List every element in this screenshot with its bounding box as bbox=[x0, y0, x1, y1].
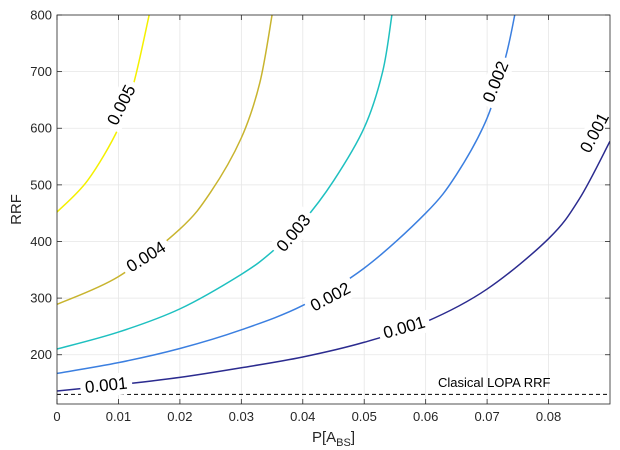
contour-label-background bbox=[268, 206, 319, 260]
reference-line-annotation: Clasical LOPA RRF bbox=[438, 375, 551, 390]
x-tick-label: 0.04 bbox=[290, 409, 315, 424]
contour-label: 0.001 bbox=[84, 374, 128, 397]
contour-label: 0.005 bbox=[103, 82, 139, 129]
x-tick-label: 0.03 bbox=[229, 409, 254, 424]
y-tick-label: 600 bbox=[30, 121, 52, 136]
contour-line-0.001 bbox=[57, 140, 610, 392]
contour-label-background bbox=[475, 53, 516, 111]
x-axis-title-close: ] bbox=[351, 429, 355, 446]
contour-line-0.002 bbox=[57, 15, 516, 375]
x-tick-label: 0.06 bbox=[413, 409, 438, 424]
contour-label-background bbox=[572, 104, 617, 161]
x-tick-label: 0.02 bbox=[167, 409, 192, 424]
x-axis-title-main: P[A bbox=[312, 429, 336, 446]
contour-label-background bbox=[302, 275, 359, 319]
contour-label: 0.002 bbox=[307, 279, 353, 316]
y-tick-label: 300 bbox=[30, 291, 52, 306]
x-tick-label: 0 bbox=[53, 409, 60, 424]
y-tick-label: 800 bbox=[30, 8, 52, 23]
x-tick-label: 0.01 bbox=[106, 409, 131, 424]
y-tick-label: 400 bbox=[30, 234, 52, 249]
contour-label-group: 0.003 bbox=[268, 206, 319, 260]
contour-label-background bbox=[99, 76, 144, 134]
contour-line-0.004 bbox=[57, 15, 273, 306]
contour-label-background bbox=[376, 309, 433, 346]
x-axis-title-subscript: BS bbox=[336, 437, 351, 449]
axes bbox=[56, 14, 611, 405]
y-axis-title: RRF bbox=[8, 194, 25, 225]
contour-label: 0.004 bbox=[123, 237, 169, 276]
contour-label-group: 0.002 bbox=[302, 275, 359, 319]
x-axis-title: P[ABS] bbox=[312, 429, 355, 449]
contour-label-group: 0.005 bbox=[99, 76, 144, 134]
contour-label-background bbox=[79, 371, 134, 399]
contour-label-group: 0.002 bbox=[475, 53, 516, 111]
contour-line-0.005 bbox=[57, 15, 150, 213]
tick-labels: 0 0.01 0.02 0.03 0.04 0.05 0.06 0.07 0.08 200 300 4… bbox=[30, 8, 610, 424]
grid bbox=[56, 14, 610, 404]
contour-label-background bbox=[118, 233, 174, 280]
contour-label: 0.001 bbox=[576, 110, 613, 156]
y-tick-label: 500 bbox=[30, 177, 52, 192]
x-tick-label: 0.05 bbox=[352, 409, 377, 424]
x-tick-label: 0.08 bbox=[536, 409, 561, 424]
reference-line-group: Clasical LOPA RRF bbox=[57, 375, 610, 395]
contour-label-group: 0.001 bbox=[376, 309, 433, 346]
y-tick-label: 200 bbox=[30, 347, 52, 362]
x-tick-label: 0.07 bbox=[474, 409, 499, 424]
y-tick-label: 700 bbox=[30, 64, 52, 79]
contour-label-group: 0.004 bbox=[118, 233, 174, 280]
plot-frame bbox=[56, 14, 611, 405]
contour-lines bbox=[57, 15, 610, 392]
contour-label-group: 0.001 bbox=[79, 371, 134, 399]
